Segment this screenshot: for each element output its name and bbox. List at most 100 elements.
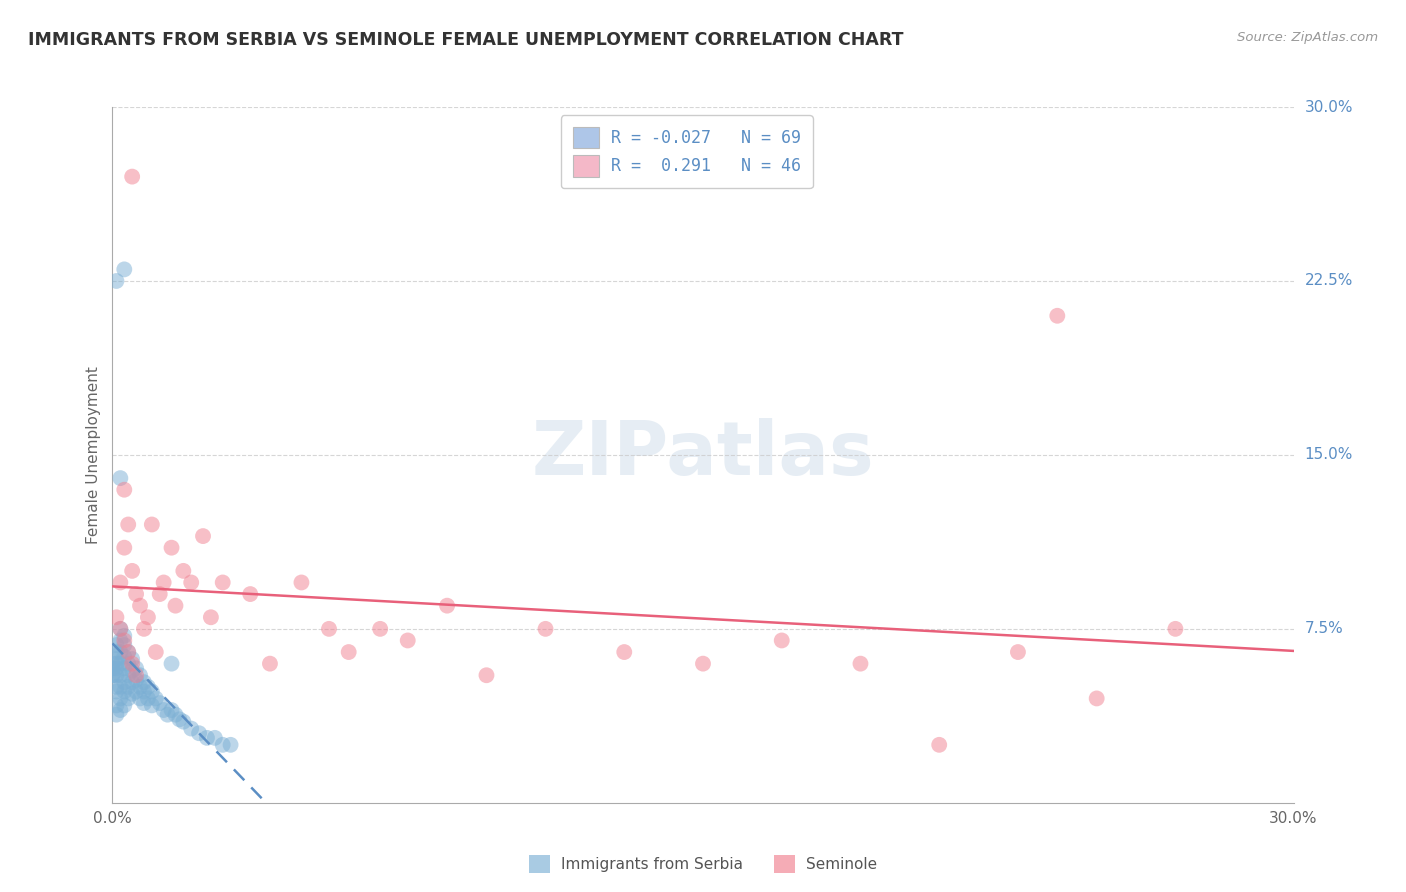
Point [101,668,124,682]
Point [436,599,458,613]
Point [136,680,159,694]
Point [290,575,312,590]
Point [117,657,139,671]
Point [117,668,139,682]
Point [121,687,143,701]
Point [160,657,183,671]
Point [112,629,135,643]
Point [110,575,132,590]
Point [110,703,132,717]
Point [112,684,135,698]
Point [121,675,143,690]
Point [180,722,202,736]
Point [101,661,124,675]
Point [105,707,128,722]
Legend: Immigrants from Serbia, Seminole: Immigrants from Serbia, Seminole [523,849,883,879]
Point [129,599,152,613]
Point [125,684,148,698]
Point [105,652,128,666]
Text: 22.5%: 22.5% [1305,274,1353,288]
Point [121,664,143,678]
Point [136,691,159,706]
Point [125,668,148,682]
Point [117,680,139,694]
Point [121,169,143,184]
Point [156,707,179,722]
Point [112,661,135,675]
Point [105,610,128,624]
Point [132,684,155,698]
Point [112,638,135,652]
Point [849,657,872,671]
Point [613,645,636,659]
Point [112,698,135,713]
Point [132,675,155,690]
Point [101,668,124,682]
Point [318,622,340,636]
Point [191,529,214,543]
Point [239,587,262,601]
Point [211,575,233,590]
Point [125,673,148,687]
Point [117,645,139,659]
Point [141,517,163,532]
Point [110,633,132,648]
Text: IMMIGRANTS FROM SERBIA VS SEMINOLE FEMALE UNEMPLOYMENT CORRELATION CHART: IMMIGRANTS FROM SERBIA VS SEMINOLE FEMAL… [28,31,904,49]
Point [105,274,128,288]
Point [149,587,172,601]
Point [1164,622,1187,636]
Point [165,599,187,613]
Point [145,691,167,706]
Point [219,738,242,752]
Point [101,657,124,671]
Point [125,661,148,675]
Point [110,622,132,636]
Point [188,726,211,740]
Point [149,696,172,710]
Text: 7.5%: 7.5% [1305,622,1343,636]
Point [475,668,498,682]
Text: ZIPatlas: ZIPatlas [531,418,875,491]
Point [211,738,233,752]
Point [152,575,174,590]
Point [117,645,139,659]
Point [105,698,128,713]
Point [692,657,714,671]
Point [534,622,557,636]
Point [110,622,132,636]
Point [141,684,163,698]
Point [110,645,132,659]
Point [105,638,128,652]
Point [928,738,950,752]
Point [396,633,419,648]
Point [160,541,183,555]
Point [1007,645,1029,659]
Point [121,652,143,666]
Point [172,564,194,578]
Point [337,645,360,659]
Point [180,575,202,590]
Text: 15.0%: 15.0% [1305,448,1353,462]
Point [117,691,139,706]
Point [112,649,135,664]
Point [129,680,152,694]
Point [105,680,128,694]
Point [200,610,222,624]
Point [112,262,135,277]
Point [105,668,128,682]
Point [770,633,793,648]
Text: Source: ZipAtlas.com: Source: ZipAtlas.com [1237,31,1378,45]
Point [172,714,194,729]
Point [1085,691,1108,706]
Point [160,703,183,717]
Point [105,684,128,698]
Point [112,483,135,497]
Point [112,633,135,648]
Point [169,712,191,726]
Point [259,657,281,671]
Point [110,680,132,694]
Point [117,517,139,532]
Point [105,645,128,659]
Point [105,657,128,671]
Point [1046,309,1069,323]
